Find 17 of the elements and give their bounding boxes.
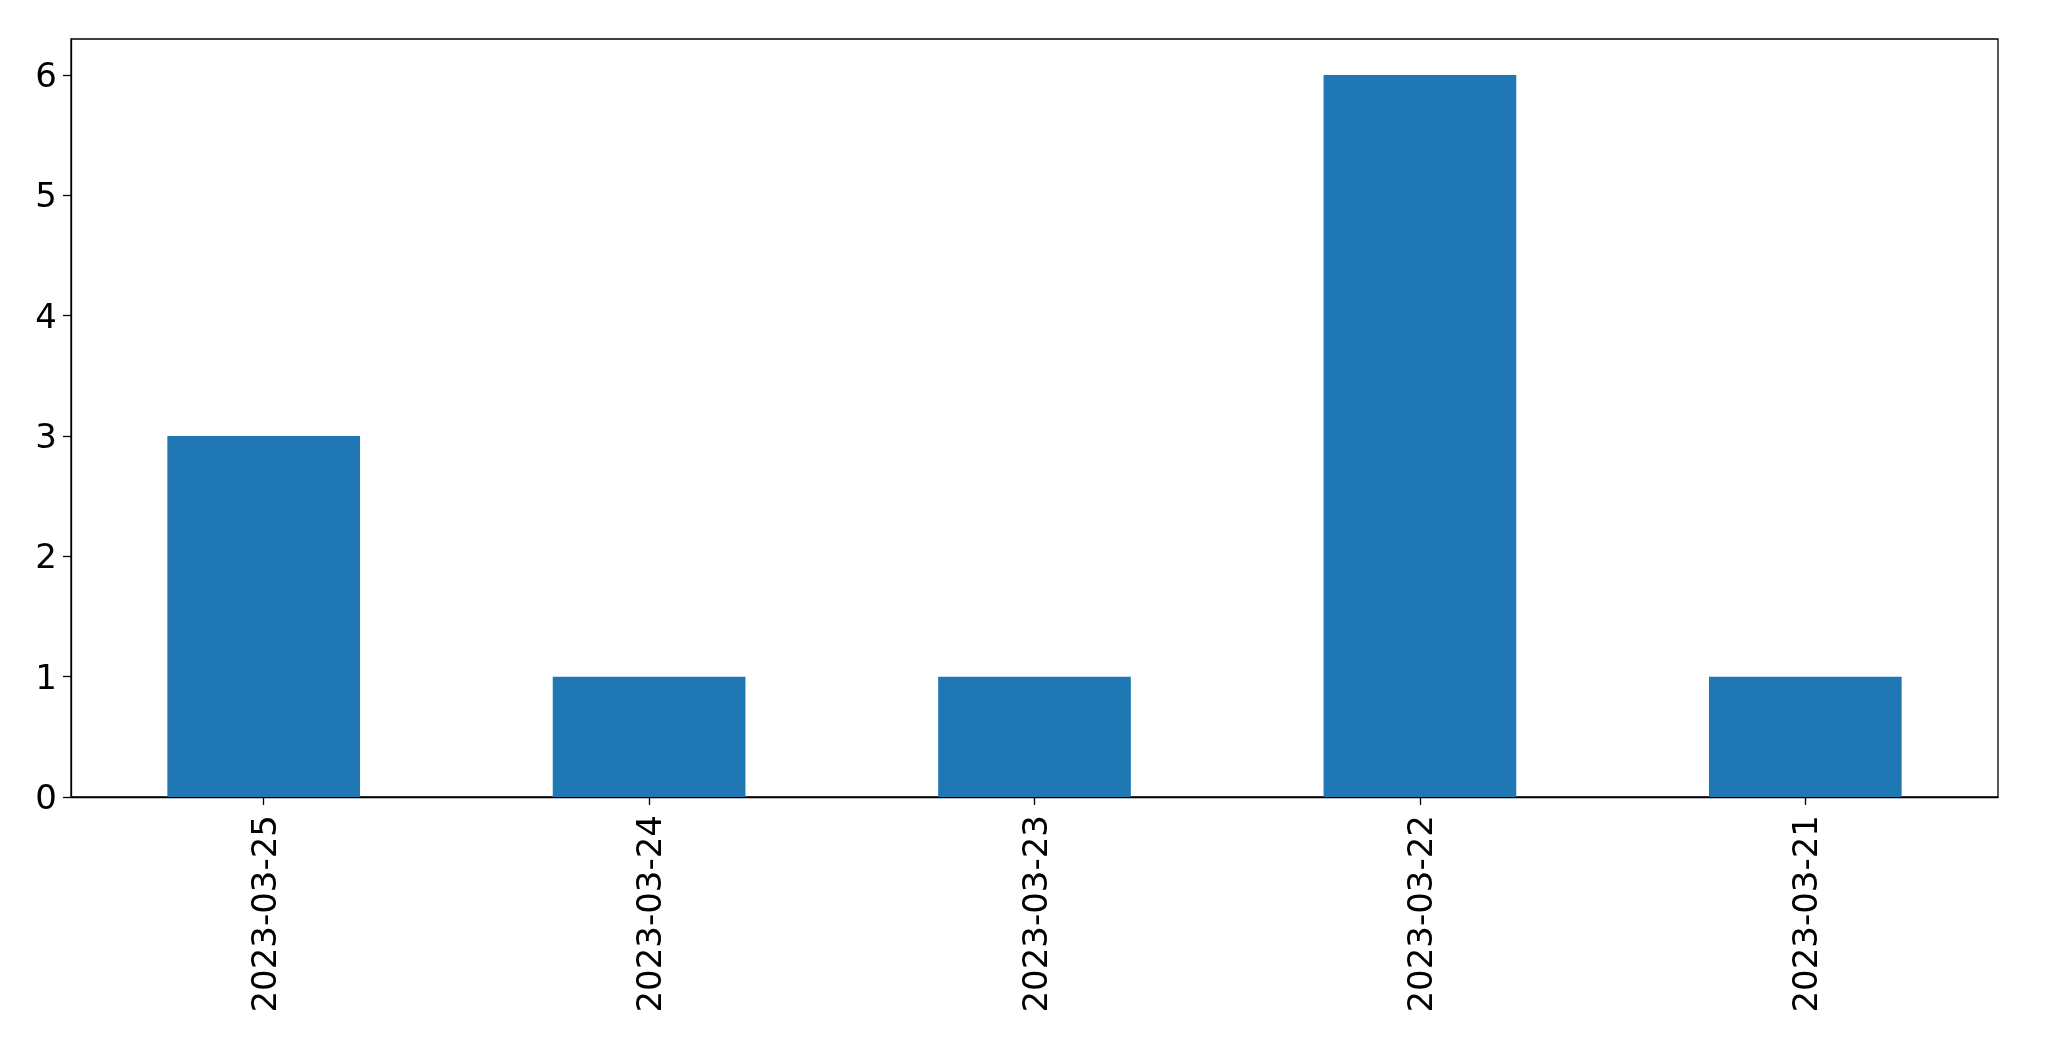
x-tick-label: 2023-03-22 bbox=[1399, 815, 1440, 1013]
y-tick-label: 3 bbox=[35, 416, 57, 457]
bar bbox=[1323, 75, 1517, 797]
bar bbox=[1708, 676, 1902, 797]
x-tick-label: 2023-03-25 bbox=[243, 815, 284, 1013]
y-tick-label: 0 bbox=[35, 777, 57, 817]
bar bbox=[552, 676, 746, 797]
y-tick-label: 2 bbox=[35, 536, 57, 577]
bar bbox=[167, 436, 361, 797]
x-tick-label: 2023-03-21 bbox=[1785, 815, 1826, 1013]
x-tick-label: 2023-03-24 bbox=[629, 815, 670, 1013]
y-tick-label: 6 bbox=[35, 55, 57, 96]
y-tick-label: 5 bbox=[35, 175, 57, 216]
y-tick-label: 4 bbox=[35, 295, 57, 336]
y-tick-label: 1 bbox=[35, 656, 57, 697]
x-tick-label: 2023-03-23 bbox=[1014, 815, 1055, 1013]
bar bbox=[938, 676, 1131, 797]
